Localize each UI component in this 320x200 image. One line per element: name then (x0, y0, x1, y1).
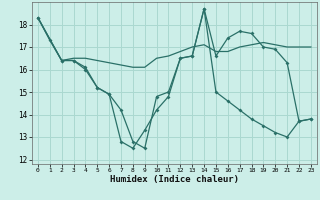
X-axis label: Humidex (Indice chaleur): Humidex (Indice chaleur) (110, 175, 239, 184)
